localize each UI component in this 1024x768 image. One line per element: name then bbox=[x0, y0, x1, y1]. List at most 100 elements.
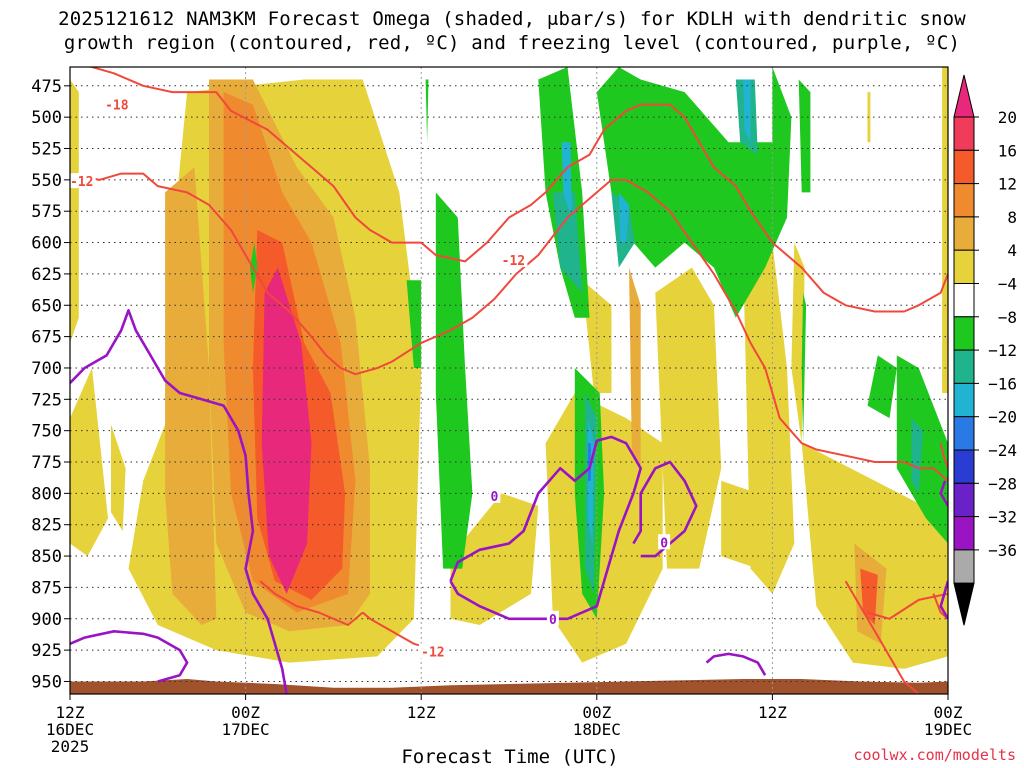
colorbar-label: −20 bbox=[988, 408, 1017, 427]
dgz-contour-label: -18 bbox=[105, 99, 129, 114]
y-tick-label: 925 bbox=[31, 641, 62, 661]
omega-region-g8-29 bbox=[798, 79, 811, 193]
colorbar-swatch bbox=[953, 416, 975, 451]
colorbar-swatch bbox=[953, 116, 975, 151]
omega-region-g8-28 bbox=[596, 67, 792, 318]
y-tick-label: 625 bbox=[31, 265, 62, 285]
freezing-level-contours bbox=[70, 308, 948, 694]
y-tick-label: 700 bbox=[31, 359, 62, 379]
colorbar-label: 16 bbox=[998, 141, 1017, 160]
freezing-contour-1 bbox=[70, 629, 189, 683]
x-tick-label: 12Z bbox=[407, 703, 436, 722]
y-tick-label: 525 bbox=[31, 140, 62, 160]
dgz-contour-label-bg bbox=[67, 173, 96, 189]
omega-region-g8-25 bbox=[435, 192, 473, 569]
omega-region-w4-10 bbox=[942, 67, 948, 393]
omega-region-g12-37 bbox=[911, 418, 924, 494]
colorbar-label: −16 bbox=[988, 374, 1017, 393]
omega-region-w8-16 bbox=[629, 267, 641, 469]
y-tick-label: 950 bbox=[31, 672, 62, 692]
omega-region-g8-30 bbox=[801, 292, 807, 444]
y-tick-label: 675 bbox=[31, 328, 62, 348]
y-tick-label: 750 bbox=[31, 422, 62, 442]
colorbar-swatch bbox=[953, 516, 975, 551]
omega-region-w4-7 bbox=[655, 267, 722, 569]
dgz-contour-label: -12 bbox=[421, 645, 444, 660]
omega-region-w4-4 bbox=[450, 493, 539, 625]
dgz-contour-0 bbox=[88, 67, 948, 313]
omega-region-g8-32 bbox=[896, 355, 948, 544]
colorbar-label: 12 bbox=[998, 175, 1017, 194]
omega-region-w4-5 bbox=[545, 393, 663, 663]
x-tick-label: 18DEC bbox=[573, 720, 621, 739]
y-tick-label: 800 bbox=[31, 484, 62, 504]
terrain-layer bbox=[70, 679, 948, 694]
grid-lines bbox=[70, 67, 948, 694]
y-tick-label: 575 bbox=[31, 202, 62, 222]
omega-region-g8-31 bbox=[867, 355, 897, 419]
x-tick-label: 17DEC bbox=[222, 720, 270, 739]
freezing-contour-4 bbox=[705, 652, 767, 676]
omega-region-g8-23 bbox=[425, 79, 429, 143]
terrain-fill bbox=[70, 679, 948, 694]
freezing-contour-label-bg bbox=[546, 610, 559, 626]
colorbar-swatch bbox=[953, 316, 975, 351]
colorbar: 20 16 12 8 4 −4 −8 −12 −16 −20 −24 −28 −32 −36 bbox=[953, 74, 1017, 626]
chart-title-line-2: growth region (contoured, red, ºC) and f… bbox=[63, 32, 961, 54]
colorbar-swatch bbox=[953, 183, 975, 218]
colorbar-top-arrow bbox=[953, 74, 975, 118]
colorbar-label: −32 bbox=[988, 508, 1017, 527]
omega-region-w4-2 bbox=[70, 79, 79, 343]
colorbar-label: −24 bbox=[988, 441, 1017, 460]
freezing-contour-label-bg bbox=[658, 534, 671, 550]
freezing-contour-0 bbox=[70, 308, 288, 694]
y-tick-label: 475 bbox=[31, 77, 62, 97]
omega-region-g20-42 bbox=[588, 443, 591, 481]
dgz-contour-3 bbox=[259, 580, 364, 626]
colorbar-label: 4 bbox=[1007, 241, 1017, 260]
freezing-contour-6 bbox=[939, 580, 948, 620]
contour-labels: -18 -12 -12 -12 0 0 0 bbox=[67, 96, 671, 660]
colorbar-label: −4 bbox=[998, 275, 1017, 294]
colorbar-swatch bbox=[953, 149, 975, 185]
omega-region-w4-1 bbox=[70, 368, 108, 557]
colorbar-label: −12 bbox=[988, 341, 1017, 360]
dgz-contour-1 bbox=[70, 172, 948, 482]
freezing-contour-2 bbox=[449, 435, 643, 621]
plot-frame bbox=[69, 66, 949, 695]
y-tick-label: 775 bbox=[31, 453, 62, 473]
omega-region-w4-6 bbox=[582, 280, 612, 393]
dgz-contour-label-bg bbox=[418, 643, 447, 659]
x-tick-label: 16DEC bbox=[46, 720, 94, 739]
colorbar-bottom-arrow bbox=[953, 582, 975, 626]
dgz-contour-label-bg bbox=[102, 96, 131, 112]
x-tick-label: 00Z bbox=[582, 703, 611, 722]
dgz-contour-label: -12 bbox=[70, 175, 93, 190]
freezing-contour-label: 0 bbox=[660, 536, 668, 551]
omega-region-g12-33 bbox=[552, 192, 583, 293]
y-tick-label: 600 bbox=[31, 234, 62, 254]
dgz-contour-6 bbox=[844, 580, 920, 694]
omega-region-w4-12 bbox=[791, 242, 805, 444]
x-tick-label: 19DEC bbox=[924, 720, 972, 739]
colorbar-swatch bbox=[953, 549, 975, 584]
freezing-contour-label: 0 bbox=[490, 490, 498, 505]
omega-region-g16-38 bbox=[561, 142, 572, 218]
omega-region-w16-20 bbox=[860, 568, 878, 625]
omega-region-g16-40 bbox=[618, 192, 629, 243]
y-tick-label: 875 bbox=[31, 578, 62, 598]
x-tick-label: 2025 bbox=[51, 737, 90, 756]
colorbar-label: −8 bbox=[998, 308, 1017, 327]
chart-title-line-1: 2025121612 NAM3KM Forecast Omega (shaded… bbox=[58, 8, 966, 30]
x-tick-label: 00Z bbox=[934, 703, 963, 722]
colorbar-swatch bbox=[953, 283, 975, 318]
x-tick-label: 12Z bbox=[56, 703, 85, 722]
colorbar-label: 8 bbox=[1007, 208, 1017, 227]
x-axis-title: Forecast Time (UTC) bbox=[401, 746, 619, 768]
site-credit: coolwx.com/modelts bbox=[853, 746, 1016, 764]
colorbar-swatch bbox=[953, 482, 975, 518]
omega-region-w4-13 bbox=[721, 480, 758, 569]
colorbar-swatch bbox=[953, 449, 975, 484]
y-tick-label: 900 bbox=[31, 610, 62, 630]
